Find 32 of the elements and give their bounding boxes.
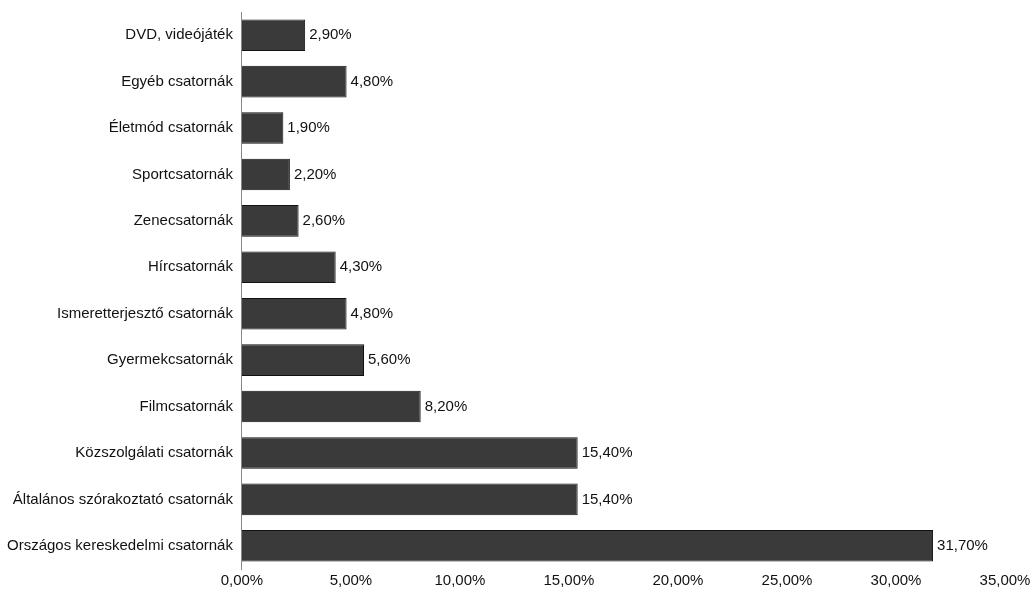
x-tick-label: 35,00% [979, 571, 1031, 589]
y-tick-label: Közszolgálati csatornák [75, 443, 234, 461]
x-tick-label: 5,00% [329, 571, 373, 589]
x-tick-label: 25,00% [761, 571, 813, 589]
y-tick-label: Országos kereskedelmi csatornák [6, 535, 234, 553]
x-tick-label: 15,00% [543, 571, 595, 589]
y-tick-label: Zenecsatornák [133, 211, 234, 229]
y-tick-label: Filmcsatornák [139, 396, 234, 414]
data-label: 15,40% [581, 489, 633, 507]
data-label: 31,70% [937, 535, 988, 553]
data-label: 15,40% [581, 443, 633, 461]
y-tick-label: DVD, videójáték [125, 25, 234, 43]
data-label: 2,20% [293, 164, 337, 182]
x-tick-label: 10,00% [434, 571, 486, 589]
x-tick-label: 30,00% [870, 571, 922, 589]
y-tick-label: Általános szórakoztató csatornák [12, 489, 234, 507]
data-label: 8,20% [424, 396, 468, 414]
data-label: 1,90% [287, 118, 330, 136]
y-tick-label: Sportcsatornák [132, 164, 234, 182]
x-tick-label: 20,00% [652, 571, 704, 589]
y-tick-label: Gyermekcsatornák [107, 350, 234, 368]
data-label: 2,90% [309, 25, 352, 43]
data-label: 4,80% [350, 71, 394, 89]
y-tick-label: Hírcsatornák [147, 257, 234, 275]
data-label: 5,60% [368, 350, 411, 368]
y-tick-label: Életmód csatornák [108, 118, 234, 136]
data-label: 4,80% [350, 303, 394, 321]
y-tick-label: Egyéb csatornák [121, 71, 234, 89]
y-tick-label: Ismeretterjesztő csatornák [57, 303, 234, 321]
x-tick-label: 0,00% [220, 571, 264, 589]
data-label: 4,30% [339, 257, 383, 275]
data-label: 2,60% [302, 211, 346, 229]
